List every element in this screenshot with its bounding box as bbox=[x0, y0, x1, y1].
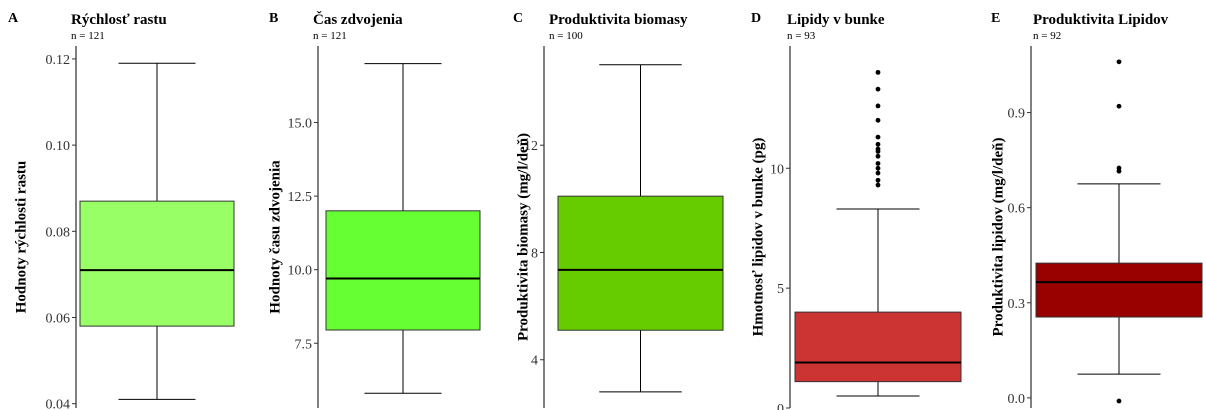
panel-d-outlier bbox=[875, 69, 881, 75]
panel-c-tick-label: 4 bbox=[531, 354, 538, 369]
panel-a-letter: A bbox=[8, 11, 19, 26]
panel-d-outlier bbox=[875, 141, 881, 147]
panel-b-box bbox=[325, 210, 481, 331]
panel-b-tick-label: 10.0 bbox=[288, 264, 313, 279]
panel-d-outlier bbox=[875, 146, 881, 152]
panel-d-letter: D bbox=[751, 11, 761, 26]
panel-e-n-label: n = 92 bbox=[1033, 30, 1061, 42]
panel-b-tick-label: 7.5 bbox=[295, 337, 313, 352]
panel-d-outlier bbox=[875, 177, 881, 183]
panel-d-outlier bbox=[875, 170, 881, 176]
panel-d-outlier bbox=[875, 134, 881, 140]
panel-e-outlier bbox=[1116, 59, 1122, 65]
panel-b-tick-label: 15.0 bbox=[288, 117, 313, 132]
panel-d-tick-label: 0 bbox=[777, 402, 784, 410]
panel-a-tick-label: 0.12 bbox=[46, 53, 71, 68]
panel-b-n-label: n = 121 bbox=[313, 30, 347, 42]
panel-a-title: Rýchlosť rastu bbox=[71, 12, 167, 28]
panel-e-outlier bbox=[1116, 398, 1122, 404]
panel-c-box bbox=[557, 195, 724, 331]
panel-d-outlier bbox=[875, 86, 881, 92]
panel-a-n-label: n = 121 bbox=[71, 30, 105, 42]
panel-d-outlier bbox=[875, 161, 881, 166]
panel-d-outlier bbox=[875, 153, 881, 159]
panel-c-tick-label: 12 bbox=[524, 139, 538, 154]
panel-b-tick-label: 12.5 bbox=[288, 190, 313, 205]
panel-c-tick-label: 8 bbox=[531, 246, 538, 261]
panel-d-box bbox=[794, 311, 962, 383]
panel-d-title: Lipidy v bunke bbox=[787, 12, 885, 28]
panel-d-tick-label: 5 bbox=[777, 282, 784, 297]
panel-b-y-label: Hodnoty času zdvojenia bbox=[267, 160, 283, 314]
panel-a-tick-label: 0.04 bbox=[46, 398, 71, 410]
panel-c-letter: C bbox=[513, 11, 523, 26]
panel-e-y-label: Produktivita lipidov (mg/l/deň) bbox=[990, 138, 1006, 337]
panel-a-y-label: Hodnoty rýchlosti rastu bbox=[13, 161, 29, 314]
panel-a-tick-label: 0.10 bbox=[46, 139, 71, 154]
panel-a-tick-label: 0.08 bbox=[46, 225, 71, 240]
panel-d-n-label: n = 93 bbox=[787, 30, 816, 42]
panel-a-box bbox=[79, 200, 235, 327]
panel-e-tick-label: 0.6 bbox=[1008, 202, 1026, 217]
panel-b-letter: B bbox=[269, 11, 278, 26]
panel-d-tick-label: 10 bbox=[770, 162, 784, 177]
panel-e-tick-label: 0.9 bbox=[1008, 107, 1026, 122]
panel-a-tick-label: 0.06 bbox=[46, 312, 71, 327]
panel-e-tick-label: 0.3 bbox=[1008, 297, 1026, 312]
panel-c-n-label: n = 100 bbox=[549, 30, 583, 42]
panel-e-outlier bbox=[1116, 165, 1122, 171]
panel-e-title: Produktivita Lipidov bbox=[1033, 12, 1169, 28]
panel-e-letter: E bbox=[991, 11, 1000, 26]
panel-d-outlier bbox=[875, 182, 881, 188]
panel-e-tick-label: 0.0 bbox=[1008, 392, 1026, 407]
panel-c-title: Produktivita biomasy bbox=[549, 12, 688, 28]
panel-d-y-label: Hmotnosť lipidov v bunke (pg) bbox=[750, 138, 766, 337]
panel-d-outlier bbox=[875, 117, 881, 123]
panel-b-title: Čas zdvojenia bbox=[313, 11, 403, 28]
panel-d-outlier bbox=[875, 103, 881, 109]
panel-e-box bbox=[1035, 262, 1203, 318]
panel-e-outlier bbox=[1116, 103, 1122, 109]
panel-d-outlier bbox=[875, 165, 881, 171]
panel-c-y-label: Produktivita biomasy (mg/l/deň) bbox=[515, 133, 531, 341]
